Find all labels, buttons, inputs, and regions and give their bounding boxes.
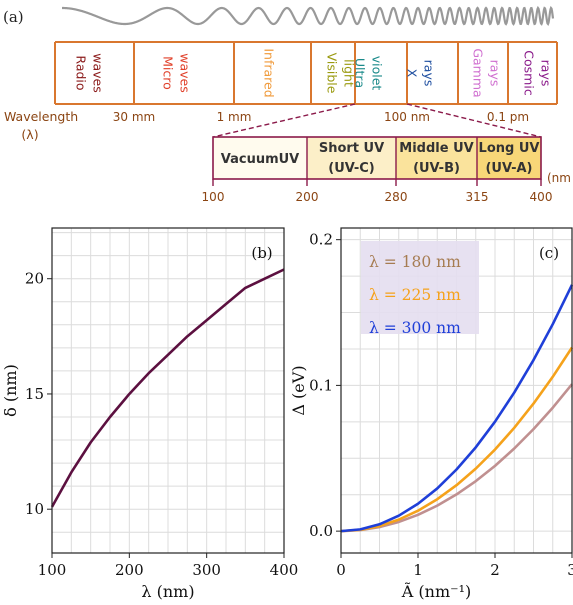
- band-label: waves: [91, 53, 106, 92]
- legend-entry: λ = 180 nm: [369, 253, 461, 271]
- band-label: Radio: [74, 55, 89, 90]
- band-label: rays: [422, 60, 437, 87]
- uv-band-fill: [213, 137, 307, 179]
- panel-b-chart: 100 200 300 400 10 15 20 λ (nm) δ (nm) (b): [1, 227, 299, 601]
- wavelength-tick-label: 30 mm: [113, 110, 155, 124]
- uv-band-label: (UV-C): [328, 161, 375, 176]
- legend-entry: λ = 225 nm: [369, 286, 461, 304]
- uv-band-label: VacuumUV: [221, 152, 300, 167]
- plot-frame: [340, 227, 573, 554]
- legend-box: [361, 241, 479, 334]
- uv-tick-label: 200: [296, 190, 319, 204]
- band-label: X: [405, 69, 420, 78]
- x-axis-label: Ã (nm⁻¹): [401, 581, 471, 601]
- band-label: Micro: [161, 56, 176, 90]
- uv-tick-label: 315: [466, 190, 489, 204]
- uv-tick-label: 100: [202, 190, 225, 204]
- band-label: Gamma: [471, 48, 486, 97]
- uv-zoom-leader-right: [406, 103, 542, 138]
- uv-band-label: (UV-B): [413, 161, 460, 176]
- x-tick-label: 400: [270, 561, 299, 579]
- panel-label: (c): [539, 244, 559, 262]
- panel-a-label: (a): [3, 8, 24, 26]
- band-label: rays: [488, 60, 503, 87]
- wavelength-tick-label: 100 nm: [384, 110, 430, 124]
- uv-band-fill: [307, 137, 396, 179]
- y-tick-label: 20: [25, 270, 44, 288]
- x-tick-label: 100: [38, 561, 67, 579]
- wave-signal: [62, 5, 555, 27]
- uv-band-label: (UV-A): [485, 161, 532, 176]
- legend-entry: λ = 300 nm: [369, 319, 461, 337]
- uv-band-frame: [212, 136, 542, 180]
- panel-label: (b): [251, 244, 272, 262]
- lambda-label: (λ): [21, 127, 38, 142]
- wavelength-tick-label: 1 mm: [217, 110, 252, 124]
- y-tick-label: 0.0: [309, 522, 333, 540]
- uv-band-label: Long UV: [479, 141, 540, 156]
- x-tick-label: 2: [490, 561, 500, 579]
- y-tick-label: 0.2: [309, 231, 333, 249]
- y-tick-label: 10: [25, 500, 44, 518]
- wavelength-tick-label: 0.1 pm: [487, 110, 529, 124]
- wavelength-label: Wavelength: [4, 109, 78, 124]
- uv-band-label: Short UV: [319, 141, 384, 156]
- band-label: Visible: [325, 53, 340, 94]
- band-label: light: [342, 59, 357, 87]
- y-axis-label: δ (nm): [1, 364, 20, 417]
- x-tick-label: 0: [336, 561, 346, 579]
- series-line-3: [340, 284, 573, 533]
- band-label: Cosmic: [522, 50, 537, 96]
- x-tick-label: 300: [192, 561, 221, 579]
- band-label: violet: [370, 56, 385, 91]
- band-label: Ultra: [353, 58, 368, 88]
- band-label: waves: [178, 53, 193, 92]
- band-label: Infrared: [262, 48, 277, 97]
- series-line-2: [340, 346, 573, 533]
- uv-tick-label: 400: [530, 190, 553, 204]
- y-axis-label: Δ (eV): [289, 365, 308, 415]
- band-label: rays: [539, 60, 554, 87]
- x-tick-label: 200: [115, 561, 144, 579]
- x-axis-label: λ (nm): [141, 582, 194, 601]
- plot-frame: [51, 227, 285, 554]
- uv-tick-label: 280: [385, 190, 408, 204]
- y-tick-label: 0.1: [309, 376, 333, 394]
- series-line-1: [50, 268, 285, 508]
- uv-band-fill: [477, 137, 541, 179]
- x-tick-label: 3: [567, 561, 573, 579]
- panel-a-spectrum: (a)Radio waves Micro waves Infrared Visible li…: [3, 5, 571, 204]
- uv-unit-label: (nm: [547, 171, 571, 185]
- uv-band-fill: [396, 137, 477, 179]
- uv-zoom-leader-left: [212, 103, 356, 138]
- panel-c-chart: 0 1 2 3 0.0 0.1 0.2 Ã (nm⁻¹) Δ (eV) (c) λ = 180 nm…: [289, 227, 573, 601]
- y-tick-label: 15: [25, 385, 44, 403]
- x-tick-label: 1: [413, 561, 423, 579]
- uv-band-label: Middle UV: [399, 141, 473, 156]
